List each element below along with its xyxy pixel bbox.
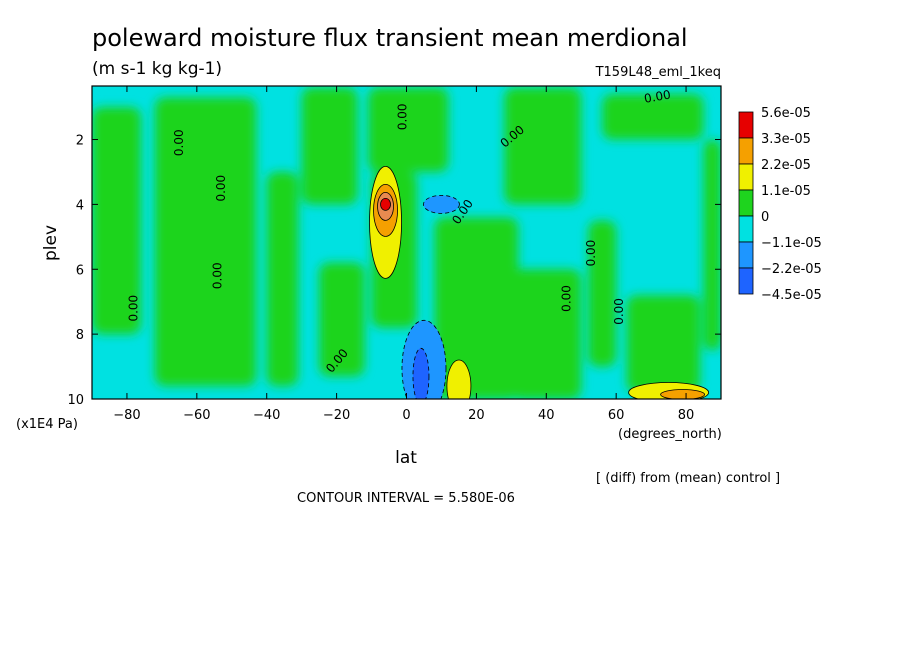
colorbar-swatch — [738, 241, 754, 269]
contour-interval: CONTOUR INTERVAL = 5.580E-06 — [297, 491, 515, 506]
colorbar-label: 2.2e-05 — [761, 158, 811, 173]
positive-region-13 — [626, 295, 701, 393]
x-tick-label: −60 — [183, 408, 210, 423]
positive-region-14 — [703, 139, 721, 351]
run-label: T159L48_eml_1keq — [595, 65, 721, 80]
positive-region-6 — [368, 87, 449, 172]
colorbar: 5.6e-05 3.3e-05 2.2e-05 1.1e-05 0 −1.1e-05 −2.… — [738, 106, 822, 303]
colorbar-label: −4.5e-05 — [761, 288, 822, 303]
chart-title: poleward moisture flux transient mean me… — [92, 24, 688, 52]
y-axis-units: (x1E4 Pa) — [16, 417, 78, 432]
y-tick-label: 4 — [76, 198, 84, 213]
x-tick-label: 0 — [402, 408, 410, 423]
surface-positive-75N — [628, 382, 709, 399]
colorbar-swatch — [738, 163, 754, 191]
surface-positive-15N — [446, 359, 472, 399]
positive-region-12 — [602, 94, 704, 140]
y-tick-label: 10 — [67, 393, 84, 408]
contour-label-3: 0.00 — [214, 175, 228, 202]
positive-region-8 — [434, 217, 519, 399]
contour-label-4: 0.00 — [210, 262, 224, 289]
colorbar-swatch — [738, 267, 754, 295]
contour-label-6: 0.00 — [396, 103, 410, 130]
positive-region-1 — [92, 107, 141, 335]
contour-label-11: 0.00 — [612, 298, 626, 325]
positive-region-11 — [588, 220, 617, 367]
positive-region-3 — [266, 171, 299, 387]
negative-5N-surface — [401, 319, 447, 399]
colorbar-label: 0 — [761, 210, 769, 225]
colorbar-swatch — [738, 137, 754, 165]
colorbar-label: 1.1e-05 — [761, 184, 811, 199]
max-positive-core — [369, 165, 402, 279]
x-tick-label: −80 — [113, 408, 140, 423]
colorbar-swatch — [738, 111, 754, 139]
plot-area: 0.000.000.000.000.000.000.000.000.000.00… — [92, 86, 721, 399]
x-tick-label: −20 — [323, 408, 350, 423]
contour-label-2: 0.00 — [172, 129, 186, 156]
x-tick-label: 60 — [608, 408, 625, 423]
y-tick-label: 6 — [76, 263, 84, 278]
negative-10N-4plev — [423, 194, 460, 214]
x-axis: −80 −60 −40 −20 0 20 40 60 80 — [113, 86, 694, 423]
x-tick-label: 40 — [538, 408, 555, 423]
diff-note: [ (diff) from (mean) control ] — [596, 471, 780, 486]
y-tick-label: 2 — [76, 134, 84, 149]
y-tick-label: 8 — [76, 328, 84, 343]
positive-region-4 — [301, 87, 358, 205]
x-tick-label: 20 — [468, 408, 485, 423]
colorbar-swatch — [738, 189, 754, 217]
anomaly-layer — [369, 165, 709, 399]
contour-label-12: 0.00 — [643, 87, 672, 105]
contour-label-1: 0.00 — [126, 295, 140, 322]
y-axis: 2 4 6 8 10 — [67, 134, 721, 408]
positive-region-10 — [511, 269, 582, 399]
x-axis-label: lat — [395, 448, 417, 468]
colorbar-label: 3.3e-05 — [761, 132, 811, 147]
colorbar-label: −2.2e-05 — [761, 262, 822, 277]
colorbar-label: −1.1e-05 — [761, 236, 822, 251]
colorbar-swatch — [738, 215, 754, 243]
colorbar-label: 5.6e-05 — [761, 106, 811, 121]
positive-region-2 — [154, 97, 257, 387]
x-tick-label: 80 — [678, 408, 695, 423]
chart-subtitle: (m s-1 kg kg-1) — [92, 59, 222, 79]
positive-region-9 — [504, 87, 582, 205]
y-axis-label: plev — [41, 225, 61, 261]
x-axis-units: (degrees_north) — [618, 427, 722, 442]
x-tick-label: −40 — [253, 408, 280, 423]
contour-label-10: 0.00 — [584, 240, 598, 267]
positive-region-5 — [319, 262, 365, 377]
contour-label-9: 0.00 — [560, 285, 574, 312]
